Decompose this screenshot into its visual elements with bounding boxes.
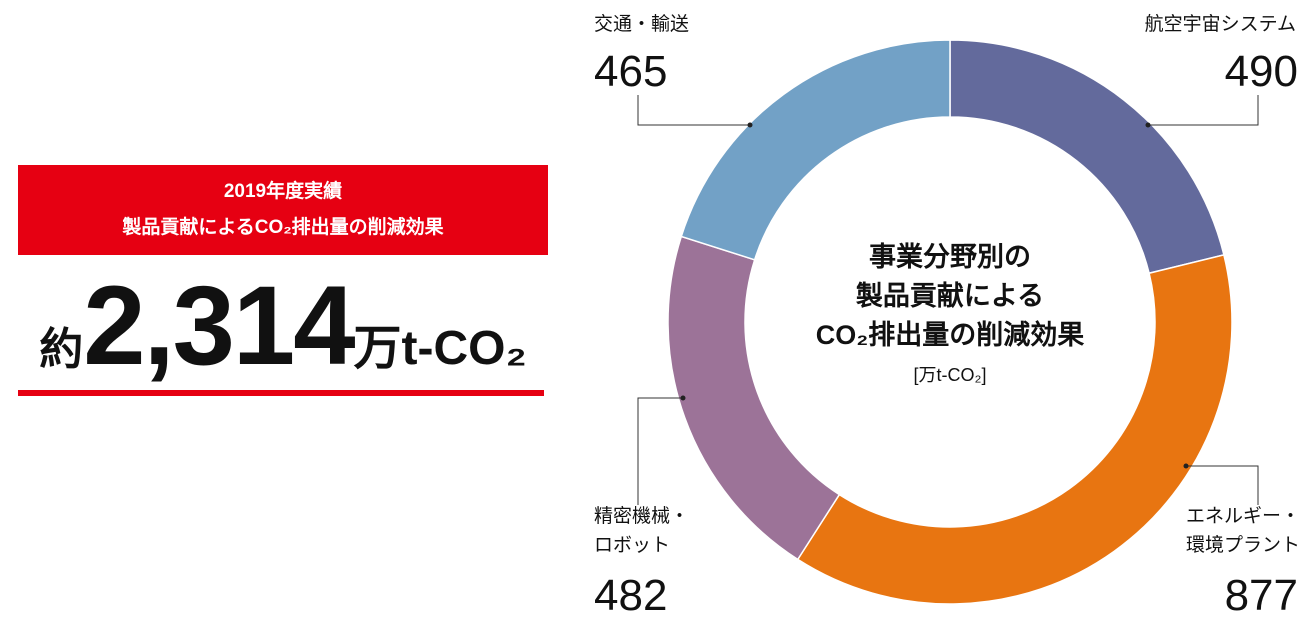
- segment-value: 490: [1224, 47, 1298, 96]
- segment-label: エネルギー・ 環境プラント: [1185, 506, 1300, 556]
- donut-center: 事業分野別の 製品貢献による CO₂排出量の削減効果 [万t-CO₂]: [780, 238, 1120, 387]
- segment-value: 465: [594, 47, 668, 96]
- donut-segment: [680, 39, 951, 261]
- leader-dot: [1183, 463, 1189, 469]
- chart-title: 事業分野別の 製品貢献による CO₂排出量の削減効果: [815, 242, 1085, 350]
- leader-dot: [1145, 122, 1151, 128]
- leader-line: [637, 397, 683, 505]
- leader-line: [1148, 95, 1259, 126]
- segment-value: 877: [1224, 571, 1298, 620]
- summary-badge: 2019年度実績 製品貢献によるCO₂排出量の削減効果: [18, 165, 548, 255]
- donut-segment: [796, 253, 1233, 605]
- total-unit: 万t-CO₂: [353, 322, 527, 375]
- summary-subtitle: 製品貢献によるCO₂排出量の削減効果: [122, 217, 444, 238]
- total-value: 2,314: [83, 263, 355, 388]
- underline: [18, 390, 544, 396]
- segment-label: 航空宇宙システム: [1144, 14, 1296, 35]
- total-prefix: 約: [39, 325, 84, 374]
- leader-line: [1186, 465, 1259, 505]
- summary-total: 約2,314万t-CO₂: [18, 270, 548, 382]
- segment-label: 交通・輸送: [594, 14, 690, 35]
- leader-dot: [680, 395, 686, 401]
- segment-label: 精密機械・ ロボット: [594, 506, 690, 556]
- segment-value: 482: [594, 571, 668, 620]
- leader-line: [637, 95, 750, 126]
- leader-dot: [747, 122, 753, 128]
- summary-title: 2019年度実績: [223, 181, 343, 202]
- chart-unit: [万t-CO₂]: [913, 365, 987, 385]
